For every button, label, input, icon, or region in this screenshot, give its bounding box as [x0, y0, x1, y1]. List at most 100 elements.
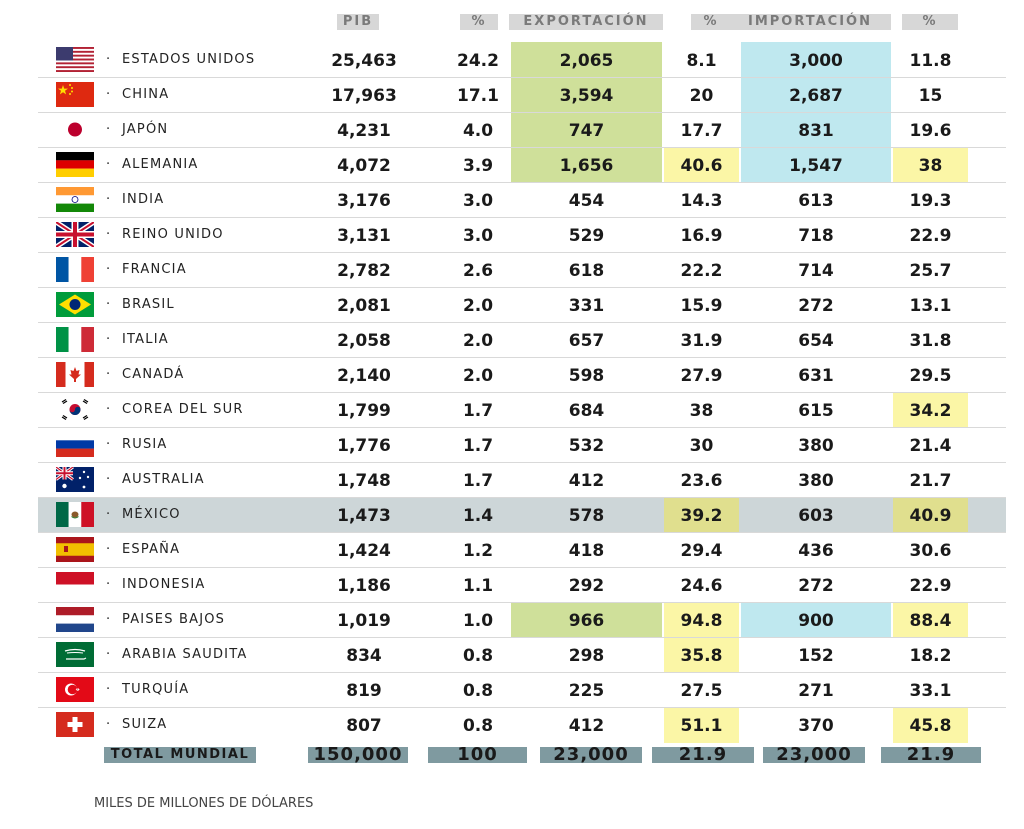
row-divider	[38, 672, 1006, 673]
cell-pib-pct: 1.4	[462, 505, 494, 526]
cell-pib-pct: 1.1	[462, 575, 494, 596]
country-name: CHINA	[122, 87, 170, 102]
row-divider	[38, 637, 1006, 638]
country-name: RUSIA	[122, 437, 168, 452]
country-name: CANADÁ	[122, 367, 185, 382]
imp_pct-highlight	[893, 707, 968, 743]
total-exportacion-pct: 21.9	[652, 746, 754, 764]
country-name: AUSTRALIA	[122, 472, 205, 487]
cell-pib: 834	[346, 645, 382, 666]
cell-imp-pct: 31.8	[909, 330, 952, 351]
cell-pib: 807	[346, 715, 382, 736]
footnote: MILES DE MILLONES DE DÓLARES	[94, 796, 314, 811]
cell-exp-pct: 16.9	[680, 225, 723, 246]
imp-highlight	[741, 112, 891, 148]
cell-exp: 2,065	[559, 50, 614, 71]
cell-imp-pct: 13.1	[909, 295, 952, 316]
cell-pib: 2,782	[337, 260, 391, 281]
cell-pib-pct: 3.9	[462, 155, 494, 176]
header-importacion: IMPORTACIÓN	[729, 14, 891, 30]
cell-imp: 1,547	[789, 155, 843, 176]
cell-imp-pct: 19.3	[909, 190, 952, 211]
cell-pib: 25,463	[331, 50, 397, 71]
cell-exp-pct: 20	[689, 85, 714, 106]
header-exportacion: EXPORTACIÓN	[509, 14, 663, 30]
cell-imp: 613	[798, 190, 834, 211]
row-divider	[38, 427, 1006, 428]
country-bullet: ·	[106, 437, 112, 452]
country-bullet: ·	[106, 297, 112, 312]
country-name: ARABIA SAUDITA	[122, 647, 248, 662]
exp_pct-highlight	[664, 497, 739, 533]
row-divider	[38, 567, 1006, 568]
exp_pct-highlight	[664, 602, 739, 638]
cell-pib: 1,019	[337, 610, 391, 631]
row-divider	[38, 182, 1006, 183]
cell-imp: 718	[798, 225, 834, 246]
country-bullet: ·	[106, 682, 112, 697]
imp_pct-highlight	[893, 602, 968, 638]
country-bullet: ·	[106, 227, 112, 242]
cell-exp-pct: 27.9	[680, 365, 723, 386]
country-bullet: ·	[106, 192, 112, 207]
cell-exp: 298	[568, 645, 605, 666]
country-name: FRANCIA	[122, 262, 187, 277]
total-pib-pct: 100	[428, 746, 527, 764]
country-bullet: ·	[106, 332, 112, 347]
imp-highlight	[741, 42, 891, 78]
cell-exp: 412	[568, 715, 605, 736]
cell-imp: 2,687	[789, 85, 843, 106]
country-name: ESTADOS UNIDOS	[122, 52, 256, 67]
cell-imp: 272	[798, 575, 834, 596]
cell-imp: 831	[798, 120, 834, 141]
cell-exp: 529	[568, 225, 605, 246]
cell-imp-pct: 21.4	[909, 435, 952, 456]
cell-pib-pct: 17.1	[457, 85, 499, 106]
cell-imp-pct: 21.7	[909, 470, 952, 491]
cell-pib-pct: 2.0	[462, 295, 494, 316]
cell-pib-pct: 2.0	[462, 330, 494, 351]
cell-pib-pct: 2.0	[462, 365, 494, 386]
imp-highlight	[741, 602, 891, 638]
cell-imp-pct: 33.1	[909, 680, 952, 701]
china-flag-icon	[56, 82, 94, 107]
header-exportacion-pct: %	[691, 14, 731, 30]
cell-imp-pct: 25.7	[909, 260, 952, 281]
cell-pib: 17,963	[331, 85, 397, 106]
cell-exp: 454	[568, 190, 605, 211]
cell-exp-pct: 39.2	[680, 505, 723, 526]
country-bullet: ·	[106, 542, 112, 557]
exp-highlight	[511, 602, 662, 638]
cell-imp-pct: 29.5	[909, 365, 952, 386]
row-divider	[38, 602, 1006, 603]
country-bullet: ·	[106, 577, 112, 592]
header-pib-pct: %	[460, 14, 498, 30]
cell-imp-pct: 22.9	[909, 225, 952, 246]
cell-imp-pct: 45.8	[909, 715, 952, 736]
row-divider	[38, 287, 1006, 288]
country-name: PAISES BAJOS	[122, 612, 226, 627]
country-name: INDONESIA	[122, 577, 206, 592]
country-name: INDIA	[122, 192, 165, 207]
cell-pib-pct: 24.2	[457, 50, 499, 71]
cell-imp: 271	[798, 680, 834, 701]
row-highlight	[38, 498, 1006, 532]
cell-pib: 1,424	[337, 540, 391, 561]
cell-imp-pct: 15	[918, 85, 943, 106]
cell-pib-pct: 1.0	[462, 610, 494, 631]
cell-imp-pct: 34.2	[909, 400, 952, 421]
total-importacion: 23,000	[763, 746, 865, 764]
cell-pib: 1,799	[337, 400, 391, 421]
cell-imp-pct: 38	[918, 155, 943, 176]
country-bullet: ·	[106, 402, 112, 417]
cell-exp-pct: 38	[689, 400, 714, 421]
cell-exp-pct: 30	[689, 435, 714, 456]
switzerland-flag-icon	[56, 712, 94, 737]
row-divider	[38, 217, 1006, 218]
cell-imp: 272	[798, 295, 834, 316]
row-divider	[38, 357, 1006, 358]
country-bullet: ·	[106, 367, 112, 382]
row-divider	[38, 707, 1006, 708]
cell-pib: 819	[346, 680, 382, 701]
